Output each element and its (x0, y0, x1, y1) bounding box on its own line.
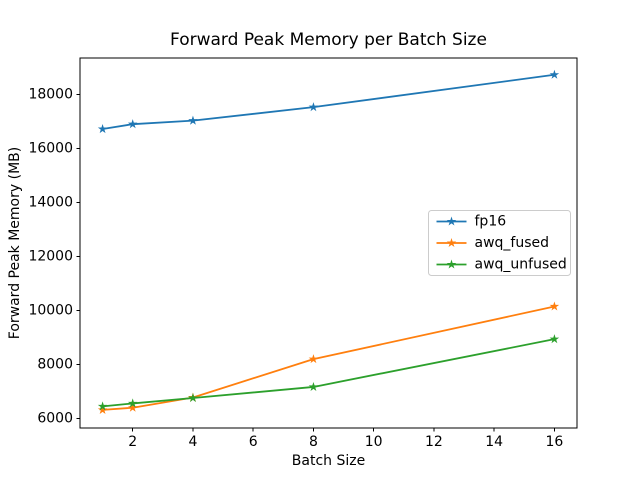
series-fp16-marker (308, 102, 319, 112)
y-tick-label: 10000 (28, 303, 73, 319)
x-axis-label: Batch Size (292, 453, 365, 469)
series-awq_fused-line (102, 305, 555, 411)
series-fp16-marker (97, 124, 108, 134)
legend-item-awq_fused: awq_fused (436, 235, 550, 251)
x-tick-label: 8 (309, 434, 318, 450)
y-axis-label: Forward Peak Memory (MB) (7, 147, 23, 339)
y-tick-label: 6000 (37, 411, 73, 427)
legend-marker-sample (446, 259, 457, 269)
series-awq_unfused-marker (188, 393, 198, 403)
x-tick-label: 6 (249, 434, 258, 450)
legend-item-awq_unfused: awq_unfused (436, 257, 567, 273)
legend-marker-sample (446, 216, 457, 226)
y-tick-label: 8000 (37, 357, 73, 373)
series-awq_fused (97, 301, 560, 414)
series-awq_fused-marker (97, 404, 108, 414)
legend-label: awq_fused (475, 235, 550, 251)
legend-box (428, 210, 571, 276)
series-fp16-marker (127, 119, 138, 129)
y-tick-label: 14000 (28, 194, 73, 210)
legend-marker-sample (446, 238, 457, 248)
series-awq_fused-marker (308, 354, 319, 364)
plot-frame (79, 57, 578, 429)
y-axis: 6000 8000 10000 12000 14000 16000 18000 Forward… (7, 86, 80, 427)
y-tick-label: 16000 (28, 140, 73, 156)
series-awq_unfused (97, 334, 560, 411)
x-tick-label: 2 (128, 434, 137, 450)
legend-item-fp16: fp16 (436, 214, 507, 230)
series-fp16 (97, 69, 560, 134)
y-tick-label: 12000 (28, 249, 73, 265)
series-awq_unfused-marker (97, 401, 108, 411)
series-fp16-marker (188, 115, 198, 125)
legend-label: fp16 (475, 214, 507, 230)
series-awq_unfused-marker (308, 381, 319, 391)
x-tick-label: 10 (365, 434, 383, 450)
x-tick-label: 14 (485, 434, 503, 450)
legend-label: awq_unfused (475, 257, 567, 273)
x-axis: 2 4 6 8 10 12 14 16 Batch Size (128, 428, 563, 469)
chart-title: Forward Peak Memory per Batch Size (170, 30, 487, 50)
series-awq_unfused-line (102, 338, 555, 408)
series-fp16-marker (549, 69, 560, 79)
series-awq_fused-marker (127, 402, 138, 412)
x-tick-label: 12 (425, 434, 443, 450)
y-tick-label: 18000 (28, 86, 73, 102)
series-awq_unfused-marker (549, 334, 560, 344)
legend: fp16 awq_fused awq_unfused (428, 210, 571, 276)
series-fp16-line (102, 73, 555, 130)
x-tick-label: 16 (545, 434, 563, 450)
series-awq_fused-marker (549, 301, 560, 311)
x-tick-label: 4 (188, 434, 197, 450)
series-awq_unfused-marker (127, 398, 138, 408)
